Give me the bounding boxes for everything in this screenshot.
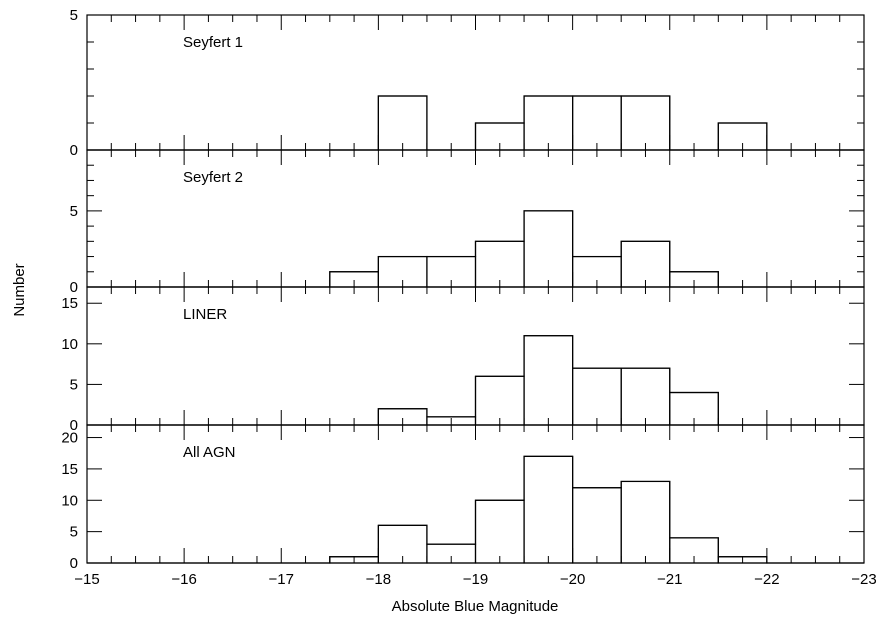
x-axis: −15 −16 −17 −18 −19 −20 −21 −22 −23	[74, 571, 876, 588]
panel-label: LINER	[183, 306, 227, 323]
histogram-bar	[572, 487, 622, 564]
panels-group: 0 5 Seyfert 1 0 5 Seyfert 2 0 5 10 15 LINER 0 5 10 15 2…	[61, 7, 865, 572]
histogram-bar	[620, 480, 671, 564]
y-tick-label: 15	[61, 461, 78, 478]
histogram-bar	[377, 95, 428, 151]
y-tick-label: 0	[70, 279, 78, 296]
histogram-bar	[669, 537, 719, 564]
x-tick-label: −15	[74, 571, 99, 588]
histogram-bar	[620, 367, 671, 426]
x-tick-label: −17	[269, 571, 294, 588]
x-tick-label: −22	[754, 571, 779, 588]
y-tick-label: 20	[61, 430, 78, 447]
panel-1: 0 5 Seyfert 2	[70, 149, 865, 296]
histogram-bar	[717, 556, 768, 564]
panel-0: 0 5 Seyfert 1	[70, 7, 865, 159]
y-tick-label: 10	[61, 492, 78, 509]
x-tick-label: −21	[657, 571, 682, 588]
y-tick-label: 5	[70, 203, 78, 220]
histogram-bar	[474, 499, 525, 564]
panel-label: All AGN	[183, 444, 236, 461]
histogram-bar	[523, 95, 574, 151]
y-tick-label: 0	[70, 142, 78, 159]
panel-label: Seyfert 2	[183, 169, 243, 186]
panel-label: Seyfert 1	[183, 34, 243, 51]
histogram-bar	[572, 367, 622, 426]
histogram-bar	[523, 455, 574, 564]
y-tick-label: 5	[70, 524, 78, 541]
y-tick-label: 10	[61, 336, 78, 353]
y-tick-label: 0	[70, 417, 78, 434]
x-tick-label: −20	[560, 571, 585, 588]
x-tick-label: −23	[851, 571, 876, 588]
histogram-bar	[474, 375, 525, 426]
x-tick-label: −18	[366, 571, 391, 588]
histogram-bar	[523, 210, 574, 288]
x-tick-label: −19	[463, 571, 488, 588]
x-axis-label: Absolute Blue Magnitude	[392, 598, 559, 615]
panel-2: 0 5 10 15 LINER	[61, 286, 865, 434]
y-tick-label: 15	[61, 295, 78, 312]
histogram-bar	[523, 335, 574, 426]
histogram-bar	[620, 95, 671, 151]
panel-3: 0 5 10 15 20 All AGN	[61, 424, 865, 572]
x-tick-label: −16	[171, 571, 196, 588]
y-tick-label: 5	[70, 376, 78, 393]
y-tick-label: 0	[70, 555, 78, 572]
y-tick-label: 5	[70, 7, 78, 24]
histogram-bar	[572, 95, 622, 151]
y-axis-label: Number	[11, 263, 28, 316]
